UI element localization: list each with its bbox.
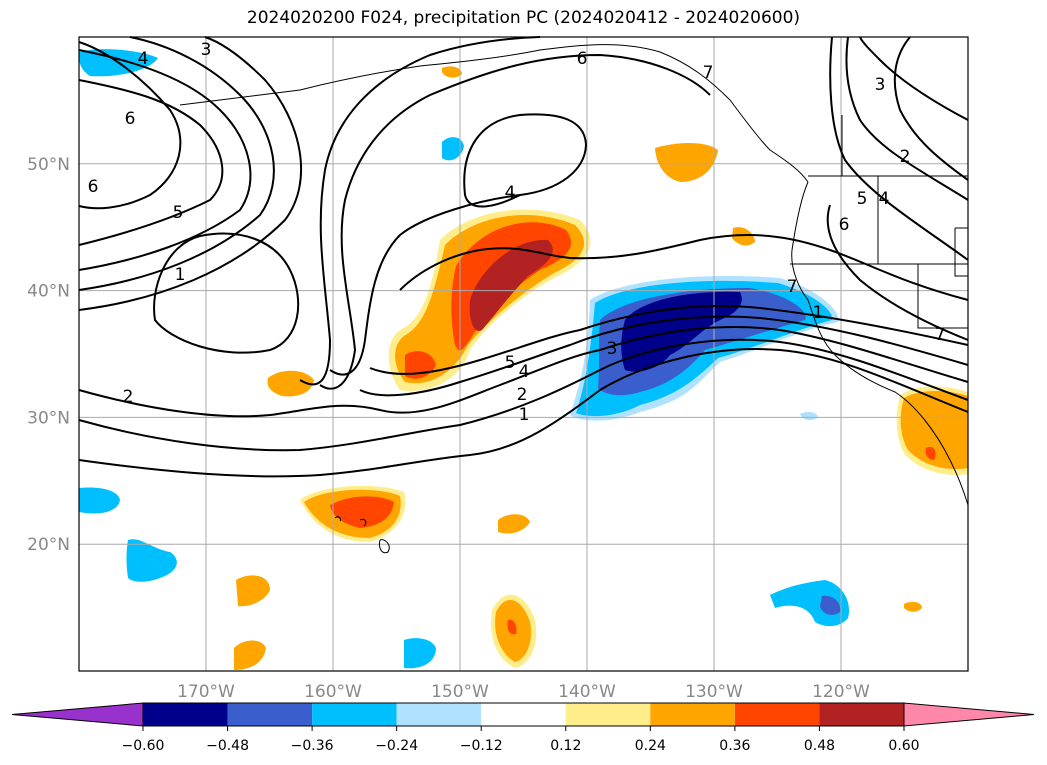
contour-label: 7: [935, 325, 946, 345]
lon-tick-label: 160°W: [304, 682, 362, 700]
contour-label: 6: [839, 215, 850, 235]
precip-blob-orange-tiny-n: [442, 66, 462, 78]
coastline-westcoast: [791, 181, 969, 506]
precip-blob-red-hawaii: [330, 496, 394, 528]
lat-tick-label: 50°N: [27, 155, 70, 175]
colorbar-segment: [227, 703, 313, 726]
contour-label: 1: [175, 265, 186, 285]
colorbar-tick-label: 0.24: [635, 738, 666, 754]
contour-label: 5: [173, 203, 184, 223]
precip-blob-darkred-north: [469, 239, 553, 331]
colorbar-tick-label: 0.60: [888, 738, 919, 754]
precip-blob-cyan-s: [404, 638, 436, 669]
colorbar-segment: [734, 703, 820, 726]
contour-label: 5: [505, 353, 516, 373]
colorbar-segment: [481, 703, 566, 726]
colorbar-extend-high: [903, 702, 1035, 727]
lat-tick-label: 40°N: [27, 282, 70, 302]
precip-blob-orange-mid-w: [267, 370, 314, 397]
contour-label: 6: [88, 177, 99, 197]
lon-tick-label: 170°W: [177, 682, 235, 700]
map-frame: [78, 36, 969, 672]
contour-label: 4: [879, 189, 890, 209]
colorbar-segment: [143, 703, 228, 726]
contour-label: 6: [577, 49, 588, 69]
contour-label: 3: [875, 75, 886, 95]
axis-tick-labels: 170°W 160°W 150°W 140°W 130°W 120°W 20°N 30°N 40…: [27, 155, 870, 700]
precip-blob-orange-socal: [900, 391, 968, 470]
colorbar-tick-label: −0.36: [291, 738, 334, 754]
precip-blob-red-s2: [507, 619, 517, 635]
colorbar-tick-label: −0.48: [206, 738, 249, 754]
lon-tick-label: 120°W: [812, 682, 870, 700]
coastline-islands-hawaii: [334, 516, 390, 554]
contour-label: 4: [138, 49, 149, 69]
contour-label: 6: [125, 109, 136, 129]
colorbar-tick-label: 0.48: [804, 738, 835, 754]
precip-blob-orange-ne: [655, 143, 718, 182]
colorbar-outline: [142, 702, 905, 727]
colorbar-segment: [650, 703, 735, 726]
coastline-layer: [179, 44, 969, 554]
contour-label: 7: [787, 277, 798, 297]
contour-layer: [78, 36, 969, 478]
contour-label: 4: [505, 183, 516, 203]
precip-blob-cyan-sw: [126, 539, 177, 582]
colorbar-segment: [819, 703, 904, 726]
map-title: 2024020200 F024, precipitation PC (20240…: [246, 8, 801, 28]
lon-tick-label: 150°W: [431, 682, 489, 700]
contour-label: 3: [201, 40, 212, 60]
contour-label: 2: [517, 385, 528, 405]
precip-blob-blue-se: [820, 595, 841, 615]
colorbar-segment: [312, 703, 397, 726]
contour-label: 2: [900, 147, 911, 167]
contour-label: 1: [519, 405, 530, 425]
border-states-3: [954, 227, 968, 277]
precip-blob-orange-s1: [498, 514, 530, 534]
precip-blob-cyan-west: [79, 487, 120, 514]
colorbar-tick-label: −0.12: [460, 738, 503, 754]
colorbar-segment: [565, 703, 651, 726]
lat-tick-label: 30°N: [27, 408, 70, 428]
contour-label: 1: [813, 303, 824, 323]
lat-tick-label: 20°N: [27, 535, 70, 555]
contour-label: 4: [519, 362, 530, 382]
coastline-alaska: [179, 44, 809, 183]
precip-blob-orange-s4: [234, 640, 266, 670]
colorbar-tick-label: −0.60: [122, 738, 165, 754]
contour-label: 5: [857, 189, 868, 209]
lon-tick-label: 140°W: [558, 682, 616, 700]
precip-blob-red-socal: [925, 446, 936, 460]
colorbar-extend-low: [11, 702, 144, 727]
contour-label: 3: [607, 339, 618, 359]
precip-fill-layer: [78, 49, 968, 670]
colorbar-tick-label: 0.12: [550, 738, 581, 754]
colorbar-segment: [396, 703, 482, 726]
precip-blob-lightblue-dot: [800, 411, 818, 421]
precip-blob-cyan-small: [442, 137, 464, 161]
colorbar-tick-label: −0.24: [375, 738, 418, 754]
precip-blob-orange-coast: [732, 227, 755, 246]
precip-blob-orange-se-tiny: [904, 601, 922, 612]
colorbar-tick-label: 0.36: [719, 738, 750, 754]
contour-label: 2: [123, 387, 134, 407]
lon-tick-label: 130°W: [685, 682, 743, 700]
precip-blob-orange-s3: [236, 575, 270, 607]
contour-label: 7: [703, 63, 714, 83]
